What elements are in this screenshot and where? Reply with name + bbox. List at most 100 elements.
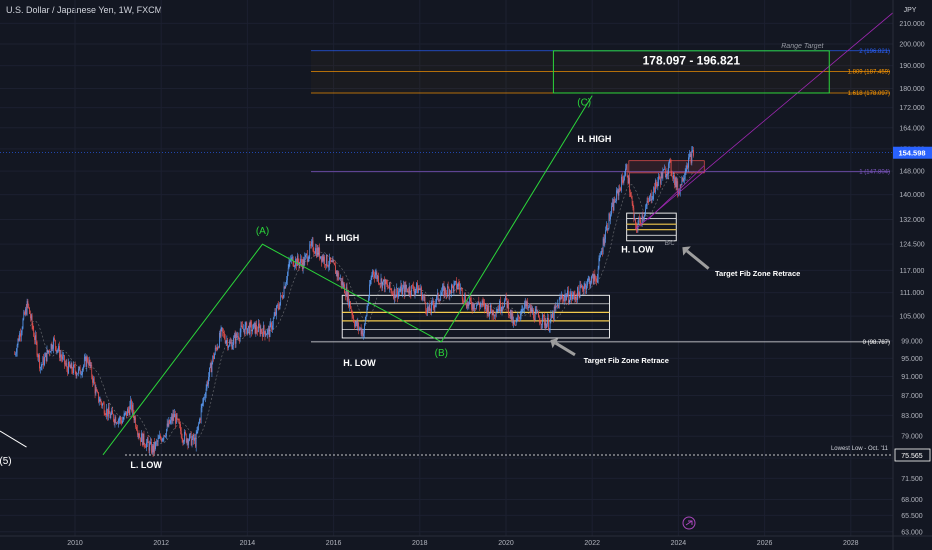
candle-body bbox=[312, 240, 314, 251]
candle-body bbox=[302, 259, 304, 270]
candle-body bbox=[645, 205, 647, 209]
candle-body bbox=[166, 423, 168, 430]
candle-body bbox=[183, 441, 185, 443]
price-axis[interactable]: 210.000 200.000 190.000 180.000 172.000 164.0… bbox=[892, 0, 932, 550]
candle-body bbox=[156, 441, 158, 443]
candle-body bbox=[37, 355, 39, 358]
candle-body bbox=[374, 274, 376, 278]
candle-body bbox=[666, 172, 668, 176]
candle-body bbox=[513, 321, 514, 325]
candle-body bbox=[307, 259, 309, 262]
price-tick-label: 200.000 bbox=[899, 42, 924, 49]
candle-body bbox=[604, 239, 606, 245]
candle-body bbox=[386, 283, 388, 285]
candle-body bbox=[492, 310, 494, 316]
candle-body bbox=[364, 323, 365, 334]
candle-body bbox=[431, 301, 432, 312]
candle-body bbox=[471, 306, 473, 310]
candle-body bbox=[80, 374, 82, 375]
candle-body bbox=[473, 303, 475, 309]
chart-header-title: U.S. Dollar / Japanese Yen, 1W, FXCM bbox=[6, 5, 163, 15]
candle-body bbox=[241, 325, 243, 327]
candle-body bbox=[335, 265, 336, 274]
candle-body bbox=[620, 188, 621, 191]
candle-body bbox=[491, 311, 493, 316]
candle-body bbox=[398, 291, 399, 298]
candle-body bbox=[314, 252, 316, 254]
candle-body bbox=[69, 361, 70, 367]
candle-body bbox=[388, 282, 390, 289]
candle-body bbox=[508, 302, 510, 316]
candle-body bbox=[320, 256, 321, 259]
candle-body bbox=[564, 294, 566, 298]
candle-body bbox=[176, 414, 178, 419]
candle-body bbox=[391, 290, 393, 294]
candle-body bbox=[668, 163, 669, 175]
candle-body bbox=[632, 203, 634, 208]
candle-body bbox=[213, 355, 214, 359]
candle-body bbox=[257, 330, 258, 332]
candle-body bbox=[592, 274, 593, 277]
candle-body bbox=[475, 304, 477, 309]
candle-body bbox=[185, 431, 186, 435]
candle-body bbox=[422, 296, 424, 297]
candle-body bbox=[310, 244, 311, 246]
candle-body bbox=[160, 435, 161, 439]
candle-body bbox=[595, 278, 597, 280]
price-tick-label: 68.000 bbox=[901, 497, 923, 504]
candle-body bbox=[496, 311, 498, 313]
candle-body bbox=[525, 301, 527, 307]
candle-body bbox=[306, 254, 307, 256]
wave-label-5: (5) bbox=[0, 456, 12, 467]
candle-body bbox=[112, 414, 114, 421]
candle-body bbox=[560, 297, 562, 299]
candle-body bbox=[341, 281, 343, 285]
candle-body bbox=[614, 199, 616, 203]
candle-body bbox=[587, 278, 589, 280]
candle-body bbox=[389, 282, 391, 289]
candle-body bbox=[693, 149, 694, 156]
candle-body bbox=[531, 307, 533, 313]
candle-body bbox=[64, 363, 66, 365]
candle-body bbox=[476, 304, 478, 306]
candle-body bbox=[669, 160, 671, 161]
candle-body bbox=[214, 353, 215, 359]
candle-body bbox=[650, 193, 652, 201]
candle-body bbox=[174, 413, 175, 418]
price-tick-label: 83.000 bbox=[901, 413, 923, 420]
candle-body bbox=[573, 292, 575, 296]
candle-body bbox=[199, 418, 201, 420]
candle-body bbox=[212, 355, 214, 363]
candle-body bbox=[523, 309, 524, 310]
candle-body bbox=[346, 287, 348, 301]
candle-body bbox=[383, 279, 385, 290]
candle-body bbox=[652, 196, 654, 199]
candle-body bbox=[317, 247, 319, 256]
candle-body bbox=[25, 308, 26, 315]
candle-body bbox=[316, 248, 317, 257]
candle-body bbox=[526, 301, 528, 307]
candle-body bbox=[570, 292, 572, 297]
candle-body bbox=[219, 333, 221, 337]
candle-body bbox=[407, 288, 408, 292]
candle-body bbox=[445, 287, 447, 294]
candle-body bbox=[645, 208, 646, 215]
candle-body bbox=[258, 323, 260, 327]
candle-body bbox=[484, 302, 485, 310]
candle-body bbox=[233, 337, 234, 345]
candle-body bbox=[331, 260, 333, 263]
candle-body bbox=[157, 438, 159, 443]
time-axis[interactable]: 2010 2012 2014 2016 2018 2020 2022 2024 2026 2028 bbox=[0, 535, 932, 547]
candle-body bbox=[640, 219, 641, 224]
candle-body bbox=[169, 419, 171, 424]
candle-body bbox=[674, 178, 676, 185]
candle-body bbox=[229, 342, 231, 344]
candle-body bbox=[485, 304, 487, 308]
candle-body bbox=[615, 201, 616, 203]
price-tick-label: 140.000 bbox=[899, 192, 924, 199]
candle-body bbox=[111, 410, 112, 415]
candle-body bbox=[197, 425, 199, 432]
candle-body bbox=[112, 410, 113, 415]
candle-body bbox=[441, 286, 443, 293]
